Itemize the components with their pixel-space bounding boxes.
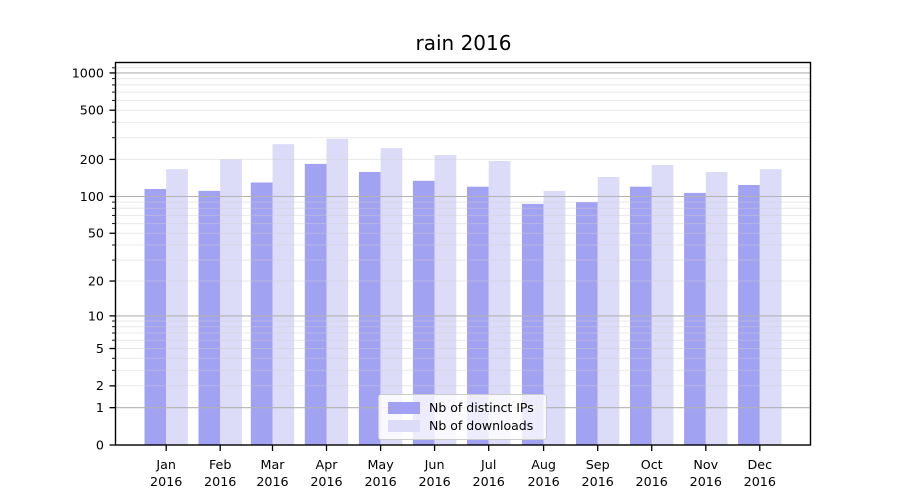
y-tick-label-100: 100	[80, 189, 104, 204]
y-tick-label-20: 20	[88, 273, 104, 288]
bar-distinct-ips-sep	[576, 202, 598, 445]
bar-downloads-jul	[488, 161, 511, 445]
bar-downloads-jan	[166, 169, 188, 445]
x-tick-label-year-jun: 2016	[418, 474, 450, 489]
x-tick-label-month-sep: Sep	[586, 457, 610, 472]
bar-downloads-jun	[434, 155, 457, 445]
x-tick-label-month-jan: Jan	[155, 457, 176, 472]
legend-label-downloads: Nb of downloads	[429, 418, 534, 433]
x-tick-label-year-mar: 2016	[256, 474, 288, 489]
bar-downloads-nov	[705, 172, 728, 445]
x-tick-label-month-oct: Oct	[641, 457, 663, 472]
y-tick-label-1000: 1000	[72, 65, 104, 80]
tick-marks	[109, 67, 761, 451]
x-tick-label-year-feb: 2016	[204, 474, 236, 489]
x-tick-label-month-jun: Jun	[424, 457, 445, 472]
x-tick-label-month-feb: Feb	[209, 457, 231, 472]
y-tick-label-2: 2	[96, 378, 104, 393]
bar-downloads-aug	[543, 190, 566, 445]
bars-layer	[144, 138, 782, 446]
x-tick-label-year-oct: 2016	[636, 474, 668, 489]
bar-distinct-ips-feb	[198, 190, 221, 445]
y-tick-label-500: 500	[80, 103, 104, 118]
bar-distinct-ips-nov	[684, 192, 706, 445]
bar-downloads-may	[380, 148, 403, 445]
y-tick-label-1: 1	[96, 400, 104, 415]
legend-item-downloads: Nb of downloads	[388, 418, 534, 433]
bar-downloads-feb	[220, 159, 242, 445]
x-tick-label-year-aug: 2016	[527, 474, 559, 489]
y-tick-label-5: 5	[96, 341, 104, 356]
bar-distinct-ips-dec	[738, 185, 760, 445]
legend-item-distinct-ips: Nb of distinct IPs	[388, 400, 534, 415]
x-tick-label-year-apr: 2016	[310, 474, 342, 489]
axes-spines	[114, 61, 812, 446]
bar-downloads-apr	[326, 138, 349, 445]
bar-downloads-mar	[272, 144, 295, 445]
bar-distinct-ips-may	[358, 172, 381, 445]
y-tick-label-10: 10	[88, 308, 104, 323]
bar-downloads-sep	[597, 177, 620, 445]
tick-labels: 0 1 2 5 10 20 50 100 200 500 1000 Jan 2016 Feb 2016 Mar…	[72, 65, 776, 489]
x-tick-label-month-nov: Nov	[693, 457, 718, 472]
gridlines-layer	[115, 67, 811, 409]
legend-swatch-distinct-ips-icon	[388, 401, 420, 414]
x-tick-label-year-may: 2016	[364, 474, 396, 489]
x-tick-label-month-jul: Jul	[480, 457, 496, 472]
bar-distinct-ips-jan	[144, 189, 167, 445]
x-tick-label-month-may: May	[367, 457, 394, 472]
x-tick-label-year-dec: 2016	[744, 474, 776, 489]
bar-distinct-ips-apr	[304, 163, 327, 445]
bar-distinct-ips-jun	[412, 180, 435, 446]
x-tick-label-year-nov: 2016	[690, 474, 722, 489]
bar-downloads-oct	[651, 165, 674, 445]
x-tick-label-month-dec: Dec	[748, 457, 773, 472]
x-tick-label-year-sep: 2016	[582, 474, 614, 489]
x-tick-label-month-apr: Apr	[316, 457, 339, 472]
x-tick-label-year-jan: 2016	[150, 474, 182, 489]
bar-distinct-ips-mar	[250, 182, 273, 445]
bar-downloads-dec	[759, 169, 782, 445]
y-tick-label-0: 0	[96, 437, 104, 452]
y-tick-label-200: 200	[80, 152, 104, 167]
legend: Nb of distinct IPs Nb of downloads	[378, 394, 547, 440]
x-tick-label-year-jul: 2016	[473, 474, 505, 489]
chart-title: rain 2016	[415, 31, 512, 55]
legend-swatch-downloads-icon	[388, 419, 420, 432]
plot-border	[114, 61, 812, 446]
x-tick-label-month-aug: Aug	[531, 457, 556, 472]
x-tick-label-month-mar: Mar	[261, 457, 286, 472]
legend-label-distinct-ips: Nb of distinct IPs	[429, 400, 534, 415]
y-tick-label-50: 50	[88, 226, 104, 241]
bar-distinct-ips-aug	[521, 203, 544, 445]
